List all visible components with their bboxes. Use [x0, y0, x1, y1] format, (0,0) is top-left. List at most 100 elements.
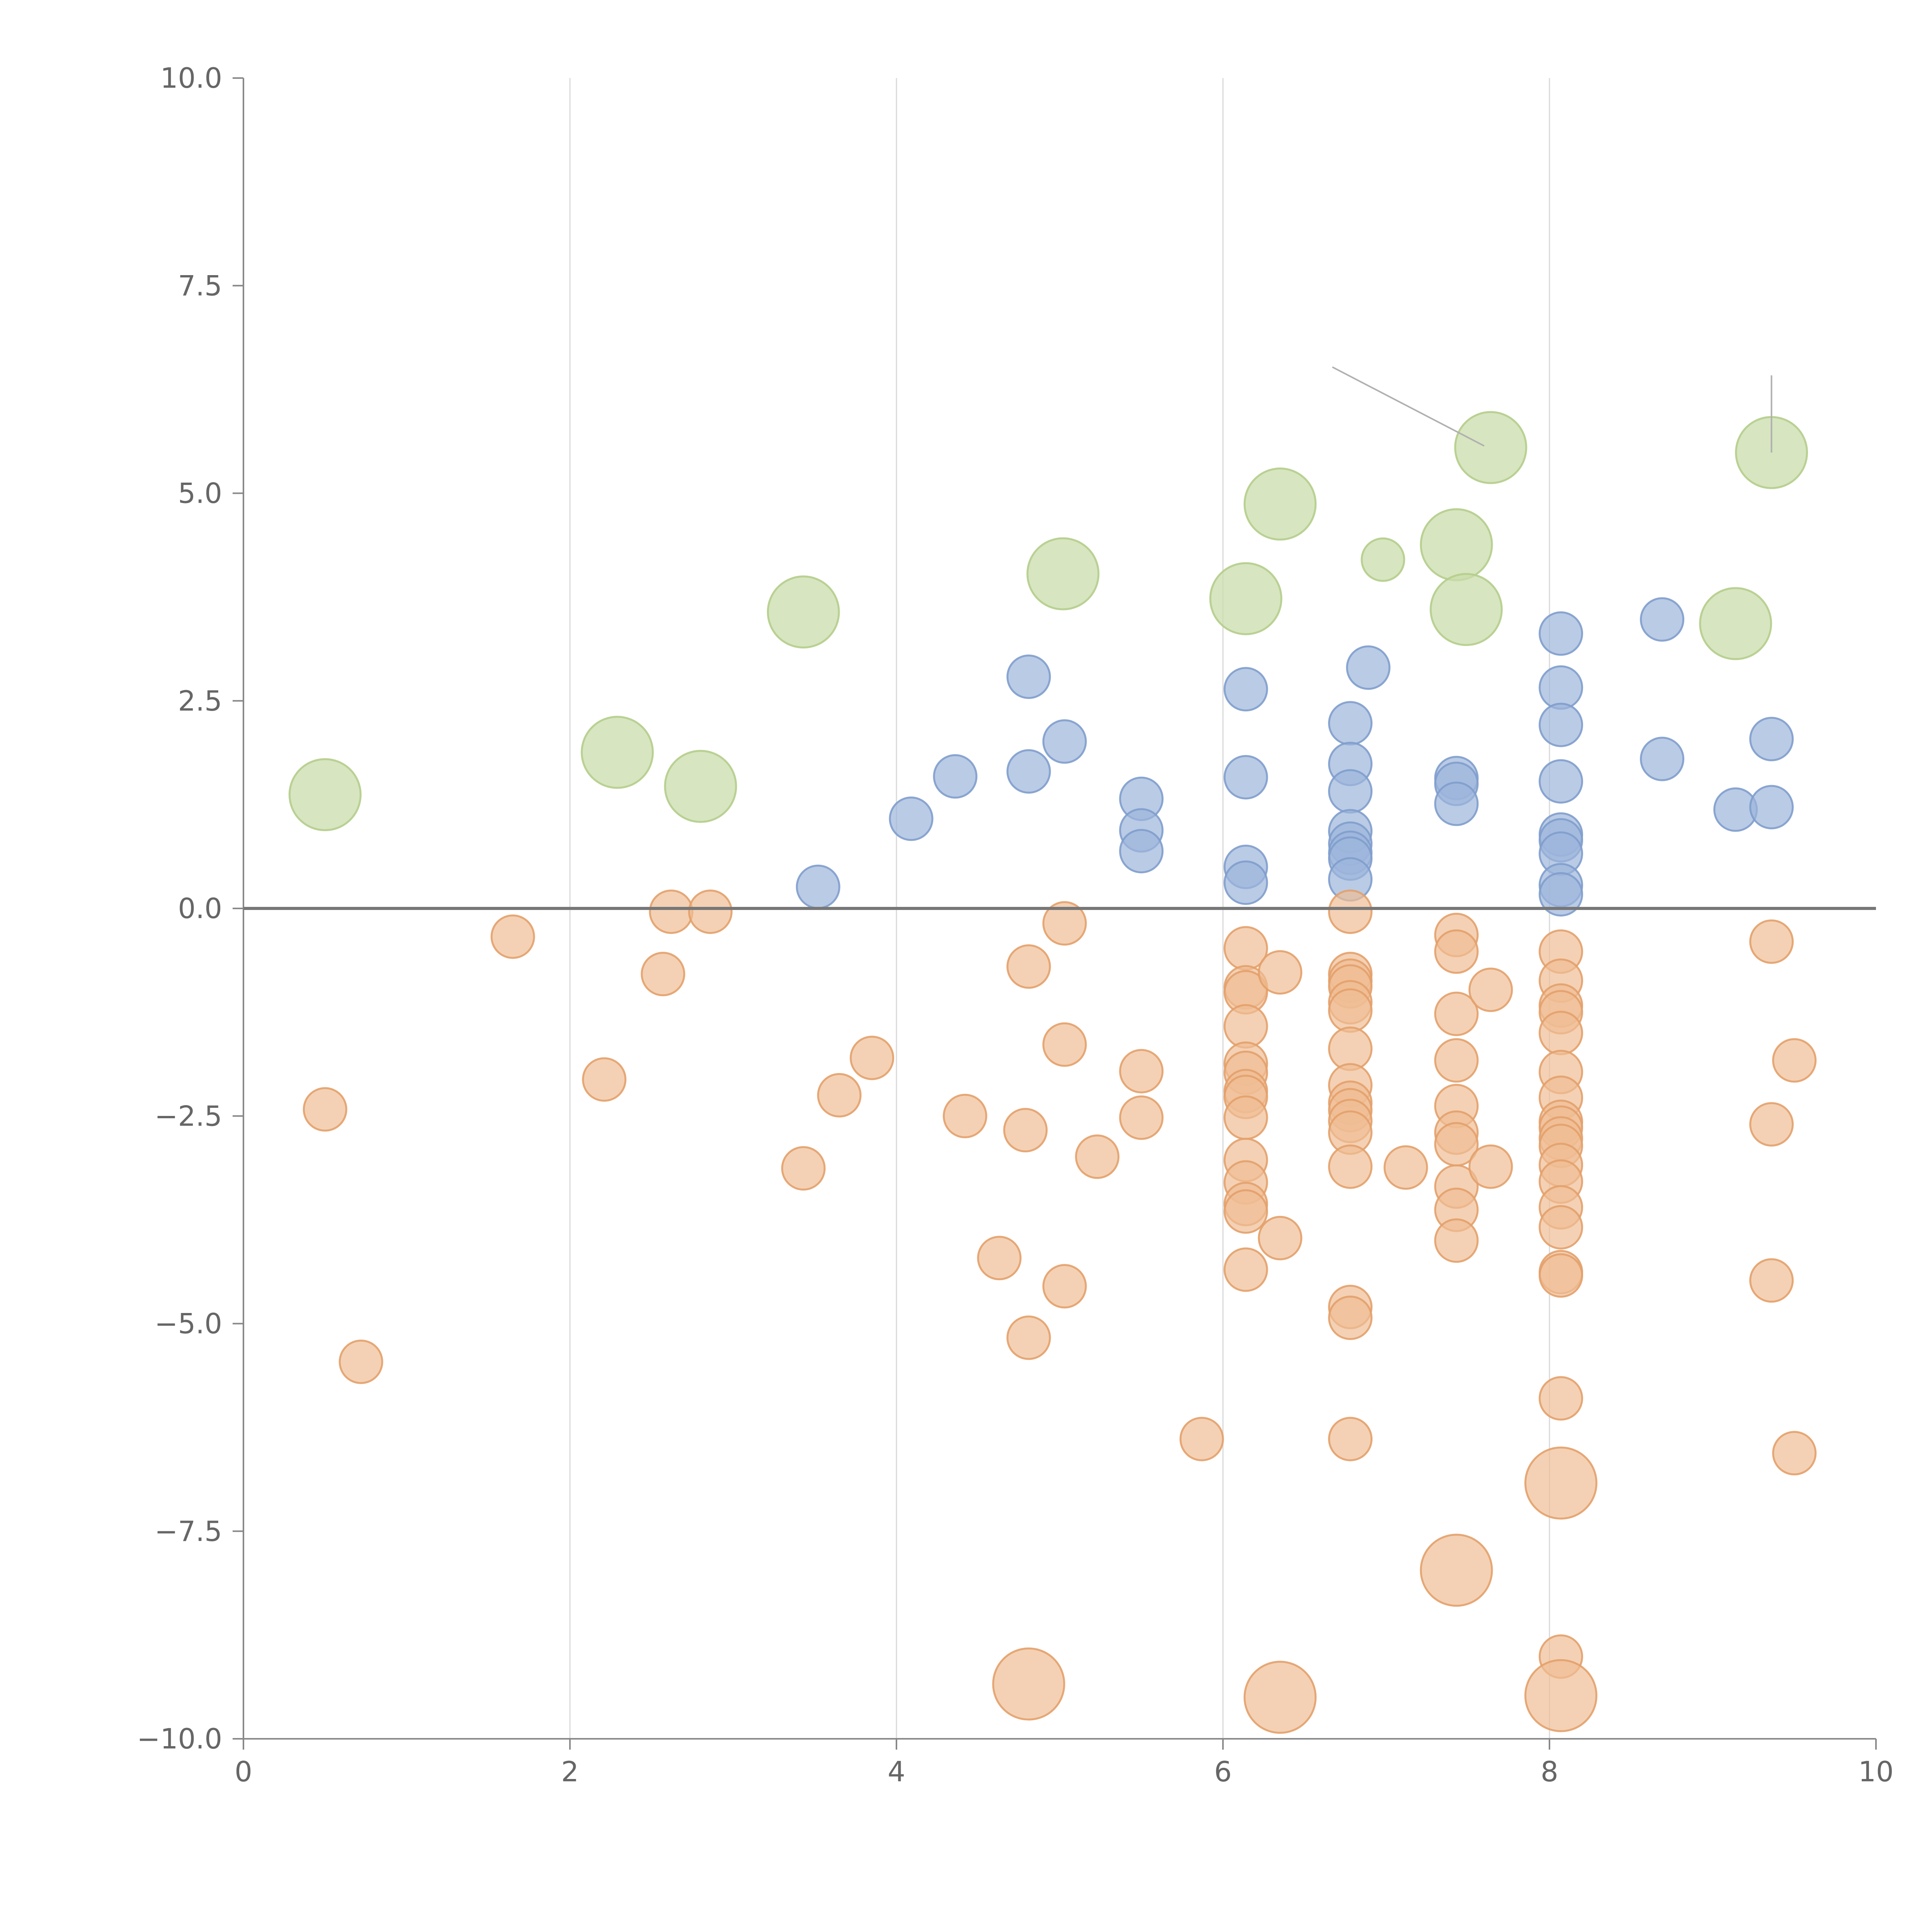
bubble-s1-13 — [1328, 701, 1373, 746]
bubble-s2-57 — [1434, 992, 1479, 1036]
bubble-s2-30 — [1223, 1095, 1268, 1140]
bubble-s0-11 — [1699, 587, 1772, 660]
bubble-s1-38 — [1749, 785, 1794, 830]
bubble-s1-3 — [1006, 749, 1051, 794]
bubble-s1-0 — [796, 864, 840, 909]
bubble-s2-20 — [1119, 1095, 1164, 1140]
bubble-s1-27 — [1539, 702, 1583, 747]
bubble-s1-4 — [1006, 654, 1051, 699]
bubble-s2-13 — [1006, 944, 1051, 989]
x-tick-label-5: 10 — [1858, 1755, 1894, 1788]
bubble-s1-26 — [1539, 665, 1583, 710]
bubble-s1-10 — [1223, 755, 1268, 799]
bubble-s0-2 — [664, 750, 737, 823]
bubble-s2-93 — [1420, 1534, 1493, 1607]
y-tick-label-2: 5.0 — [178, 477, 222, 510]
bubble-s2-91 — [992, 1647, 1065, 1721]
bubble-s2-11 — [977, 1236, 1022, 1281]
bubble-s2-7 — [781, 1146, 826, 1191]
y-tick-label-3: 2.5 — [178, 685, 222, 717]
bubble-s2-58 — [1434, 1038, 1479, 1083]
bubble-s2-66 — [1468, 1144, 1513, 1189]
bubble-s2-92 — [1243, 1661, 1317, 1734]
bubble-s1-37 — [1749, 717, 1794, 762]
bubble-s1-8 — [1119, 829, 1164, 874]
bubble-s2-86 — [1749, 919, 1794, 964]
bubble-s0-8 — [1420, 508, 1493, 582]
y-tick-label-1: 7.5 — [178, 269, 222, 302]
bubble-s1-1 — [889, 796, 934, 841]
bubble-s2-25 — [1223, 1004, 1268, 1049]
x-tick-label-4: 8 — [1541, 1755, 1558, 1788]
bubble-s2-34 — [1223, 1189, 1268, 1234]
x-tick-label-3: 6 — [1214, 1755, 1232, 1788]
bubble-s2-18 — [1075, 1134, 1120, 1179]
bubble-s2-56 — [1434, 929, 1479, 974]
bubble-s0-3 — [767, 575, 840, 649]
y-tick-label-0: 10.0 — [160, 62, 222, 94]
bubble-s2-15 — [1042, 901, 1087, 946]
bubble-s2-5 — [649, 889, 694, 934]
x-tick-label-0: 0 — [235, 1755, 252, 1788]
bubble-s1-35 — [1640, 736, 1685, 781]
bubble-s0-1 — [581, 716, 654, 789]
y-tick-label-8: −10.0 — [137, 1723, 222, 1755]
bubble-s0-10 — [1454, 411, 1527, 484]
bubble-s2-8 — [817, 1073, 862, 1118]
bubble-s0-9 — [1430, 573, 1503, 646]
y-tick-label-7: −7.5 — [155, 1515, 222, 1548]
bubble-s0-0 — [288, 758, 362, 832]
leader-line-0 — [1332, 366, 1485, 447]
bubble-s2-1 — [338, 1339, 383, 1384]
bubble-s1-2 — [933, 754, 978, 799]
bubble-s2-53 — [1328, 1417, 1373, 1461]
y-tick-label-4: 0.0 — [178, 892, 222, 925]
bubble-s2-90 — [1772, 1431, 1817, 1476]
leader-lines — [1332, 366, 1772, 453]
bubble-s2-14 — [1006, 1315, 1051, 1360]
bubble-s0-4 — [1026, 537, 1100, 611]
bubble-s2-19 — [1119, 1049, 1164, 1094]
bubble-s1-21 — [1346, 645, 1391, 690]
bubble-s1-28 — [1539, 759, 1583, 804]
bubble-s1-34 — [1640, 597, 1685, 642]
bubble-s2-81 — [1539, 1205, 1583, 1250]
bubble-s2-87 — [1749, 1102, 1794, 1147]
bubble-s0-5 — [1209, 562, 1282, 635]
bubble-s2-52 — [1328, 1295, 1373, 1340]
bubble-s2-50 — [1328, 1144, 1373, 1189]
bubble-s0-6 — [1243, 467, 1317, 541]
bubble-s2-12 — [1003, 1108, 1048, 1153]
bubble-s2-94 — [1524, 1446, 1598, 1520]
bubble-s1-9 — [1223, 667, 1268, 712]
bubble-s2-3 — [582, 1057, 627, 1102]
bubble-s1-24 — [1434, 781, 1479, 826]
bubble-s2-36 — [1258, 950, 1303, 995]
bubble-s2-95 — [1524, 1659, 1598, 1732]
bubble-s1-15 — [1328, 769, 1373, 814]
bubble-s2-84 — [1539, 1376, 1583, 1421]
data-points — [288, 411, 1817, 1734]
bubble-s1-33 — [1539, 872, 1583, 917]
bubble-s2-6 — [688, 889, 733, 934]
bubble-s2-21 — [1179, 1417, 1224, 1461]
bubble-s2-4 — [641, 952, 685, 997]
y-tick-label-6: −5.0 — [155, 1308, 222, 1340]
x-tick-label-1: 2 — [561, 1755, 579, 1788]
bubble-s1-25 — [1539, 611, 1583, 656]
bubble-s2-2 — [490, 914, 535, 959]
bubble-s2-0 — [303, 1087, 347, 1132]
bubble-s2-64 — [1434, 1218, 1479, 1263]
bubble-s2-54 — [1383, 1145, 1428, 1190]
bubble-s2-10 — [942, 1094, 987, 1138]
bubble-s2-17 — [1042, 1264, 1087, 1309]
bubble-s2-37 — [1258, 1216, 1303, 1260]
bubble-s2-71 — [1539, 1010, 1583, 1055]
bubble-s2-65 — [1468, 968, 1513, 1012]
axes: 0 2 4 6 8 10 10.0 7.5 5.0 2.5 0.0 −2.5 −5.0 −7.5 −10.0 — [137, 62, 1893, 1788]
bubble-s2-43 — [1328, 988, 1373, 1033]
bubble-s2-83 — [1539, 1253, 1583, 1298]
bubble-s2-9 — [850, 1036, 895, 1080]
